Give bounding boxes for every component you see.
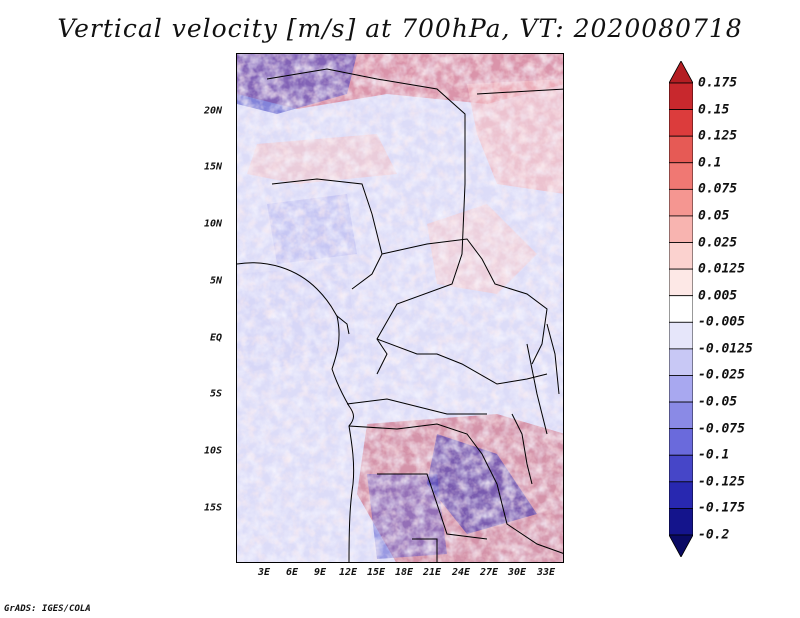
colorbar-segment <box>669 534 693 557</box>
lat-label: 5S <box>209 388 222 400</box>
colorbar-label: 0.15 <box>698 102 730 118</box>
lon-label: 12E <box>338 567 358 578</box>
colorbar-label: -0.0125 <box>698 341 753 357</box>
lon-label: 18E <box>394 567 414 578</box>
velocity-field <box>237 54 563 562</box>
colorbar-segment <box>669 135 693 164</box>
colorbar-label: -0.05 <box>698 394 738 410</box>
footer-credit: GrADS: IGES/COLA <box>4 604 91 614</box>
colorbar-segment <box>669 268 693 297</box>
map-panel <box>236 53 564 563</box>
colorbar-label: 0.175 <box>698 75 738 91</box>
lat-label: 10N <box>203 218 222 230</box>
lon-label: 24E <box>451 567 471 578</box>
lat-label: 5N <box>209 275 222 287</box>
colorbar-label: 0.025 <box>698 235 738 251</box>
lat-label: 10S <box>203 445 222 457</box>
colorbar-segment <box>669 109 693 137</box>
lon-label: 9E <box>313 567 327 578</box>
colorbar-label: 0.0125 <box>698 261 745 277</box>
colorbar-segment <box>669 454 693 483</box>
colorbar-segment <box>669 321 693 350</box>
colorbar-label: 0.125 <box>698 128 738 144</box>
lat-label: 20N <box>203 105 222 117</box>
colorbar-label: -0.005 <box>698 314 745 330</box>
colorbar-label: 0.005 <box>698 288 738 304</box>
lon-label: 6E <box>285 567 299 578</box>
lat-label: EQ <box>209 332 222 344</box>
colorbar-segment <box>669 428 693 456</box>
colorbar-segment <box>669 162 693 190</box>
colorbar-label: -0.125 <box>698 474 745 490</box>
lon-label: 27E <box>479 567 499 578</box>
lon-label: 33E <box>536 567 556 578</box>
colorbar-segment <box>669 295 693 323</box>
colorbar-segment <box>669 401 693 430</box>
colorbar-label: -0.025 <box>698 367 745 383</box>
colorbar <box>669 61 693 557</box>
lat-label: 15N <box>203 161 222 173</box>
colorbar-label: 0.1 <box>698 155 722 171</box>
colorbar-segment <box>669 61 693 84</box>
lon-label: 15E <box>366 567 386 578</box>
colorbar-segment <box>669 508 693 536</box>
colorbar-label: -0.175 <box>698 500 745 516</box>
colorbar-segment <box>669 242 693 270</box>
colorbar-segment <box>669 481 693 509</box>
colorbar-label: 0.075 <box>698 181 738 197</box>
colorbar-label: 0.05 <box>698 208 730 224</box>
lon-label: 21E <box>422 567 442 578</box>
colorbar-segment <box>669 82 693 110</box>
colorbar-segment <box>669 188 693 217</box>
lon-label: 3E <box>257 567 271 578</box>
colorbar-segment <box>669 348 693 376</box>
colorbar-segment <box>669 215 693 243</box>
colorbar-label: -0.2 <box>698 527 730 543</box>
colorbar-label: -0.075 <box>698 421 745 437</box>
colorbar-segment <box>669 375 693 403</box>
lon-label: 30E <box>507 567 527 578</box>
colorbar-label: -0.1 <box>698 447 730 463</box>
lat-label: 15S <box>203 502 222 514</box>
chart-title: Vertical velocity [m/s] at 700hPa, VT: 2… <box>57 14 743 43</box>
